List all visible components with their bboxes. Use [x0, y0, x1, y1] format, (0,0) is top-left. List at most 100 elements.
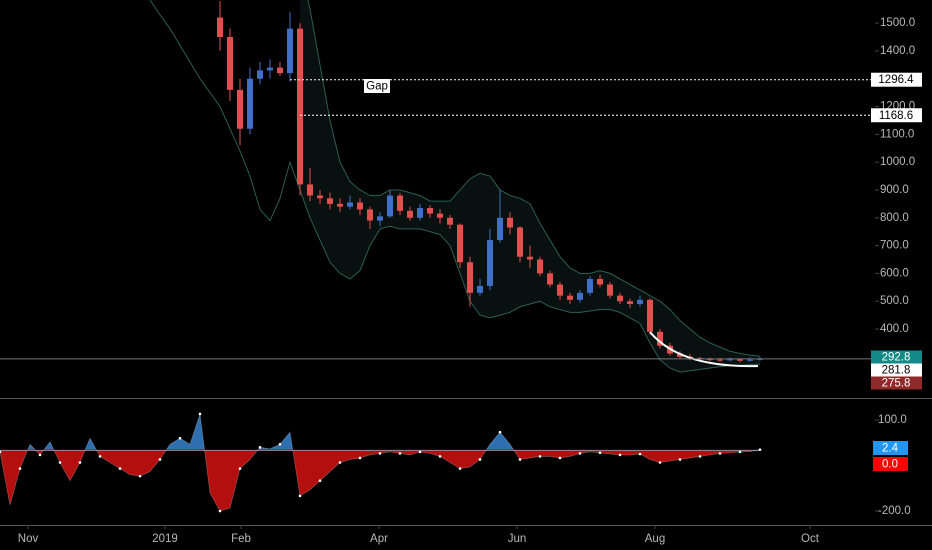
y-tick-label: 500.0 — [880, 295, 909, 307]
oscillator-dot — [638, 452, 642, 456]
candle-body — [287, 28, 293, 74]
candle-body — [437, 213, 443, 218]
candle-body — [317, 195, 323, 199]
candle-body — [407, 210, 413, 218]
price-badge-label: 281.8 — [882, 365, 911, 377]
oscillator-dot — [438, 455, 442, 458]
candle-body — [247, 78, 253, 129]
oscillator-dot — [758, 448, 762, 451]
candle-body — [527, 256, 533, 260]
price-badge — [871, 363, 922, 377]
x-tick-label: Oct — [801, 533, 820, 545]
candle-body — [477, 285, 483, 293]
oscillator-dot — [318, 479, 322, 483]
x-tick-label: 2019 — [152, 533, 178, 545]
candle-body — [717, 359, 723, 361]
candle-body — [567, 295, 573, 300]
oscillator-dot — [538, 455, 542, 458]
candle-body — [617, 295, 623, 302]
candle-body — [657, 331, 663, 346]
candle-body — [607, 284, 613, 296]
oscillator-dot — [378, 452, 382, 455]
oscillator-dot — [98, 455, 102, 458]
candle-body — [397, 195, 403, 211]
oscillator-dot — [18, 467, 22, 470]
main-pane — [149, 0, 763, 373]
oscillator-dot — [158, 458, 162, 461]
oscillator-dot — [698, 455, 702, 458]
oscillator-dot — [358, 456, 362, 460]
price-badge-label: 1168.6 — [879, 110, 913, 122]
y-tick-label: 600.0 — [880, 267, 909, 279]
oscillator-dot — [218, 509, 222, 513]
oscillator-dot — [718, 452, 722, 455]
osc-badge — [873, 441, 908, 455]
candle-body — [367, 209, 373, 221]
candle-body — [727, 359, 733, 361]
oscillator-dot — [78, 461, 82, 464]
x-tick-label: Apr — [370, 533, 388, 545]
gap-label-box — [364, 79, 390, 93]
oscillator-dot — [238, 467, 242, 470]
candle-body — [507, 217, 513, 228]
candle-body — [517, 227, 523, 257]
y-tick-label: 1400.0 — [880, 45, 915, 57]
oscillator-dot — [578, 452, 582, 455]
oscillator-dot — [598, 451, 602, 455]
candle-body — [747, 359, 753, 361]
candle-body — [347, 202, 353, 207]
price-badge-label: 1296.4 — [878, 74, 914, 86]
price-badge — [871, 350, 922, 364]
candle-body — [737, 359, 743, 361]
gap-label: Gap — [366, 81, 388, 93]
oscillator-dot — [278, 442, 282, 446]
price-badge — [871, 376, 922, 390]
band-fill — [300, 0, 760, 373]
candle-body — [257, 70, 263, 79]
candle-body — [307, 184, 313, 196]
x-tick-label: Nov — [18, 533, 39, 545]
candle-body — [587, 278, 593, 293]
candle-body — [297, 28, 303, 185]
candle-body — [357, 202, 363, 210]
oscillator-dot — [198, 412, 202, 416]
oscillator-dot — [118, 467, 122, 470]
candle-body — [457, 224, 463, 263]
oscillator-dot — [498, 430, 502, 434]
y-tick-label: 1000.0 — [880, 156, 915, 168]
osc-badge-label: 2.4 — [882, 443, 899, 455]
candle-body — [337, 203, 343, 207]
x-tick-label: Jun — [508, 533, 527, 545]
candle-body — [637, 299, 643, 304]
y-tick-label: 400.0 — [880, 323, 909, 335]
oscillator-dot — [418, 450, 422, 454]
y-tick-label: 900.0 — [880, 184, 909, 196]
candle-body — [387, 195, 393, 217]
candle-body — [627, 301, 633, 304]
y-tick-label: -200.0 — [878, 505, 911, 517]
candle-body — [557, 284, 563, 296]
candle-body — [707, 359, 713, 361]
candle-body — [277, 67, 283, 74]
candle-body — [217, 17, 223, 37]
candle-body — [227, 36, 233, 90]
oscillator-dot — [298, 494, 302, 498]
oscillator-dot — [678, 458, 682, 461]
oscillator-dot — [518, 458, 522, 461]
price-badge-label: 292.8 — [882, 352, 911, 364]
oscillator-dot — [658, 461, 662, 464]
oscillator-dot — [458, 467, 462, 470]
oscillator-dot — [478, 458, 482, 461]
oscillator-dot — [338, 461, 342, 464]
x-tick-label: Feb — [231, 533, 251, 545]
oscillator-dot — [558, 456, 562, 460]
lower-band — [149, 0, 761, 373]
candle-body — [487, 240, 493, 286]
osc-badge — [873, 457, 908, 471]
price-badge-label: 275.8 — [882, 378, 911, 390]
y-tick-label: 700.0 — [880, 240, 909, 252]
candle-body — [677, 353, 683, 357]
oscillator-dot — [178, 436, 182, 440]
